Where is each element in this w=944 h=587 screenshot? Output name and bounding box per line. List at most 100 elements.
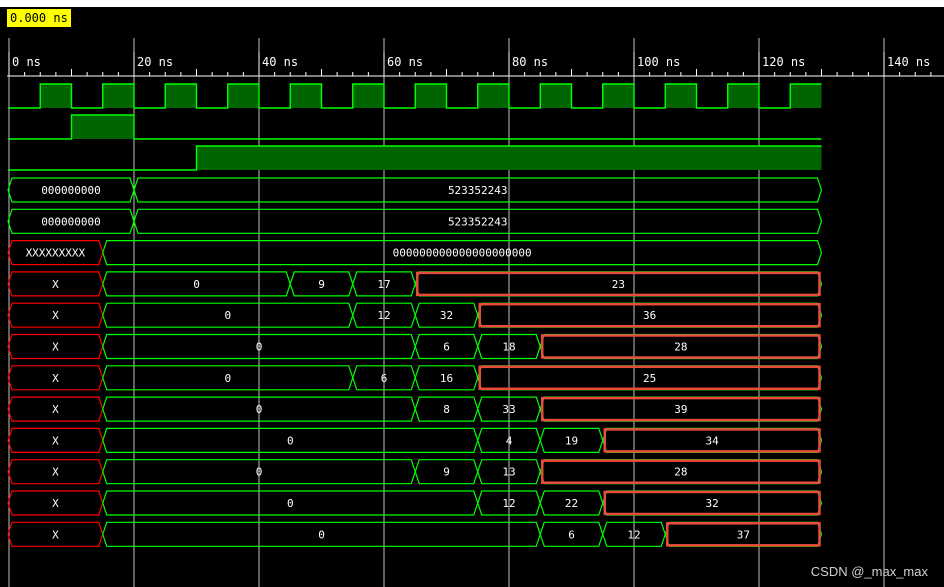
- bus-value-label: 33: [502, 403, 515, 416]
- bus-value-label: 19: [565, 434, 578, 447]
- bus-value-label: 0: [224, 309, 231, 322]
- bus-value-label: 0: [193, 278, 200, 291]
- bus-value-label: 000000000: [41, 184, 101, 197]
- highlight-box: [478, 302, 821, 328]
- bus-value-label: 12: [627, 528, 640, 541]
- signal-row-bus: X 0 6 12 37: [7, 521, 823, 547]
- bus-value-label: X: [52, 434, 59, 447]
- signal-row-bus: X 0 6 16 25: [7, 365, 823, 391]
- clock-high-pulse: [477, 84, 509, 108]
- clock-high-pulse: [227, 84, 259, 108]
- signal-row-bus: X 0 6 18 28: [7, 333, 823, 360]
- highlight-box: [541, 396, 821, 422]
- signal-row-bus: XXXXXXXXX 000000000000000000000: [7, 240, 823, 266]
- watermark: CSDN @_max_max: [810, 564, 928, 579]
- bus-value-label: 523352243: [448, 184, 508, 197]
- signal-row-bus: X 0 4 19 34: [7, 427, 823, 453]
- highlight-box: [541, 459, 821, 484]
- signal-row-clock: [8, 83, 822, 109]
- cursor-time-readout[interactable]: 0.000 ns: [7, 9, 71, 27]
- signal-row-bus: X 0 12 22 32: [7, 490, 823, 516]
- bus-value-label: 0: [256, 341, 263, 354]
- signal-row-bus: 000000000 523352243: [7, 208, 823, 234]
- bus-value-label: 0: [256, 403, 263, 416]
- bus-value-segment: [102, 240, 823, 266]
- clock-high-pulse: [665, 84, 697, 108]
- highlight-box: [541, 334, 821, 359]
- time-label: 80 ns: [512, 55, 548, 69]
- bus-value-label: 9: [318, 278, 325, 291]
- clock-high-pulse: [352, 84, 384, 108]
- bus-value-label: 523352243: [448, 215, 508, 228]
- clock-high-pulse: [415, 84, 447, 108]
- bit-waveform: [8, 145, 822, 171]
- signal-row-bus: X 0 12 32 36: [7, 302, 823, 328]
- bus-value-segment: [133, 208, 823, 234]
- bus-value-label: 4: [506, 434, 513, 447]
- bus-value-label: 37: [737, 528, 750, 541]
- time-label: 120 ns: [762, 55, 805, 69]
- bus-value-label: 23: [612, 278, 625, 291]
- bus-value-label: 12: [377, 309, 390, 322]
- bus-value-label: 6: [443, 341, 450, 354]
- clock-high-pulse: [290, 84, 322, 108]
- clock-high-pulse: [102, 84, 134, 108]
- bit-waveform: [8, 114, 822, 140]
- time-label: 100 ns: [637, 55, 680, 69]
- signal-row-bus: X 0 8 33 39: [7, 396, 823, 422]
- bus-value-label: X: [52, 403, 59, 416]
- signal-row-bus: 000000000 523352243: [7, 177, 823, 203]
- time-label: 60 ns: [387, 55, 423, 69]
- highlight-box: [478, 365, 821, 391]
- signal-row-bus: X 0 9 13 28: [7, 459, 823, 485]
- bus-value-label: 18: [502, 341, 515, 354]
- bus-value-label: 0: [318, 528, 325, 541]
- clock-high-pulse: [727, 84, 759, 108]
- bus-value-label: 12: [502, 497, 515, 510]
- clock-high-pulse: [790, 84, 822, 108]
- highlight-box: [666, 522, 821, 547]
- bus-value-label: XXXXXXXXX: [26, 247, 86, 260]
- bus-value-segment: [133, 177, 823, 203]
- time-label: 40 ns: [262, 55, 298, 69]
- bus-value-label: 25: [643, 372, 656, 385]
- bus-value-label: X: [52, 309, 59, 322]
- signal-row-bit: [8, 145, 822, 171]
- bus-value-label: X: [52, 278, 59, 291]
- bus-value-label: X: [52, 341, 59, 354]
- bus-value-label: 0: [287, 434, 294, 447]
- clock-waveform: [8, 83, 822, 109]
- bus-value-label: 28: [674, 341, 687, 354]
- bus-value-label: 6: [568, 528, 575, 541]
- bus-value-label: 000000000000000000000: [393, 247, 532, 260]
- bus-value-label: 0: [287, 497, 294, 510]
- time-label: 140 ns: [887, 55, 930, 69]
- bus-value-label: 13: [502, 466, 515, 479]
- bus-value-label: 32: [440, 309, 453, 322]
- bus-value-label: X: [52, 497, 59, 510]
- bus-value-label: 000000000: [41, 215, 101, 228]
- highlight-box: [603, 490, 821, 516]
- bus-value-label: 22: [565, 497, 578, 510]
- clock-high-pulse: [165, 84, 197, 108]
- clock-high-pulse: [540, 84, 572, 108]
- bus-value-label: 0: [224, 372, 231, 385]
- time-ruler: 0 ns 20 ns 40 ns 60 ns 80 ns 100 ns 120 ns 140 …: [7, 52, 944, 77]
- highlight-box: [416, 271, 821, 297]
- bus-value-label: 17: [377, 278, 390, 291]
- bus-value-label: 34: [706, 434, 720, 447]
- bus-value-label: 32: [706, 497, 719, 510]
- bus-value-label: X: [52, 466, 59, 479]
- bus-value-label: 39: [674, 403, 687, 416]
- bus-value-label: 28: [674, 466, 687, 479]
- bus-value-label: X: [52, 372, 59, 385]
- time-label: 0 ns: [12, 55, 41, 69]
- bit-high-region: [71, 115, 134, 139]
- highlight-box: [603, 428, 821, 453]
- time-label: 20 ns: [137, 55, 173, 69]
- bus-value-label: 9: [443, 466, 450, 479]
- bus-value-label: 16: [440, 372, 453, 385]
- bus-value-label: 6: [381, 372, 388, 385]
- signal-row-bit: [8, 114, 822, 140]
